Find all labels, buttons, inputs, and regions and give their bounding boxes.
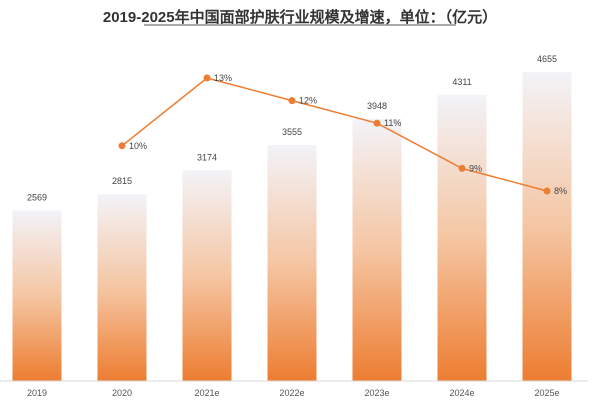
growth-point (373, 119, 381, 127)
growth-point (118, 142, 126, 150)
chart-title: 2019-2025年中国面部护肤行业规模及增速，单位：（亿元） (103, 8, 497, 26)
growth-point (543, 187, 551, 195)
growth-label: 10% (129, 141, 147, 151)
x-tick-label: 2021e (194, 388, 219, 398)
bar-value-label: 2815 (112, 176, 132, 186)
growth-label: 13% (214, 73, 232, 83)
x-tick-label: 2019 (27, 388, 47, 398)
growth-point (458, 164, 466, 172)
bar-2025e (522, 72, 572, 381)
bar-value-label: 2569 (27, 192, 47, 202)
bar-value-label: 3948 (367, 101, 387, 111)
growth-label: 12% (299, 96, 317, 106)
x-tick-label: 2024e (449, 388, 474, 398)
x-tick-label: 2023e (364, 388, 389, 398)
bar-2019 (12, 210, 62, 381)
growth-point (203, 74, 211, 82)
growth-label: 11% (384, 118, 401, 128)
bar-2020 (97, 194, 147, 381)
growth-point (288, 97, 296, 105)
bar-value-label: 3174 (197, 152, 217, 162)
x-tick-label: 2022e (279, 388, 304, 398)
x-tick-label: 2020 (112, 388, 132, 398)
bar-value-label: 4655 (537, 54, 557, 64)
growth-label: 9% (469, 163, 482, 173)
bar-value-label: 3555 (282, 127, 302, 137)
bar-2022e (267, 145, 317, 381)
bar-value-label: 4311 (452, 77, 471, 87)
bar-2021e (182, 170, 232, 381)
growth-label: 8% (554, 186, 567, 196)
growth-line (121, 77, 548, 192)
bar-2024e (437, 94, 487, 381)
x-tick-label: 2025e (534, 388, 559, 398)
bar-2023e (352, 118, 402, 382)
